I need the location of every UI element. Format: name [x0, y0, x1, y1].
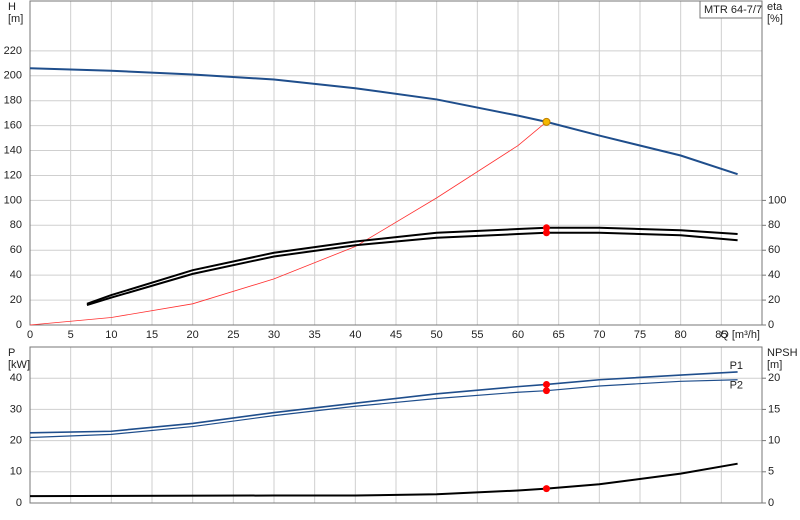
duty-point: [542, 380, 550, 388]
chart-title: MTR 64-7/7: [704, 4, 762, 16]
y2-axis-unit: [m]: [767, 359, 782, 371]
y-tick-label: 10: [10, 466, 22, 478]
x-tick-label: 85: [715, 329, 727, 341]
y2-tick-label: 20: [768, 294, 780, 306]
duty-point: [542, 224, 550, 232]
y2-axis-unit: [%]: [767, 13, 783, 25]
series-line: [29, 379, 738, 439]
x-tick-label: 45: [390, 329, 402, 341]
y-tick-label: 120: [4, 169, 22, 181]
y-tick-label: 0: [16, 319, 22, 331]
x-tick-label: 80: [675, 329, 687, 341]
y-tick-label: 30: [10, 403, 22, 415]
y2-tick-label: 80: [768, 219, 780, 231]
plot-frame: [29, 0, 763, 326]
duty-point: [542, 229, 550, 237]
series-label: P1: [730, 360, 743, 372]
duty-point: [542, 387, 550, 395]
x-axis-label: Q [m³/h]: [720, 329, 760, 341]
series-line: [29, 462, 738, 498]
y-tick-label: 160: [4, 120, 22, 132]
y-tick-label: 140: [4, 144, 22, 156]
y-tick-label: 40: [10, 269, 22, 281]
x-tick-label: 15: [146, 329, 158, 341]
x-tick-label: 0: [27, 329, 33, 341]
x-tick-label: 30: [268, 329, 280, 341]
y2-tick-label: 0: [768, 319, 774, 331]
y2-tick-label: 10: [768, 435, 780, 447]
duty-point: [542, 117, 551, 126]
y-axis-label: P: [8, 347, 15, 359]
x-tick-label: 75: [634, 329, 646, 341]
y2-tick-label: 0: [768, 497, 774, 509]
x-tick-label: 35: [309, 329, 321, 341]
y2-tick-label: 20: [768, 372, 780, 384]
y-tick-label: 20: [10, 294, 22, 306]
x-tick-label: 10: [105, 329, 117, 341]
x-tick-label: 55: [471, 329, 483, 341]
y-axis-unit: [m]: [8, 13, 23, 25]
duty-point: [542, 485, 550, 493]
y2-tick-label: 40: [768, 269, 780, 281]
y2-tick-label: 15: [768, 403, 780, 415]
x-tick-label: 25: [227, 329, 239, 341]
x-tick-label: 50: [431, 329, 443, 341]
y2-tick-label: 60: [768, 244, 780, 256]
y2-axis-label: eta: [767, 1, 783, 13]
y-tick-label: 60: [10, 244, 22, 256]
y2-tick-label: 100: [768, 194, 786, 206]
plot-frame: [29, 346, 763, 504]
title-box: [699, 0, 763, 19]
x-tick-label: 20: [187, 329, 199, 341]
y-axis-unit: [kW]: [8, 359, 30, 371]
x-tick-label: 60: [512, 329, 524, 341]
y2-tick-label: 5: [768, 466, 774, 478]
series-label: P2: [730, 380, 743, 392]
y-tick-label: 200: [4, 70, 22, 82]
series-line: [29, 67, 738, 176]
y-tick-label: 20: [10, 435, 22, 447]
series-line: [86, 226, 738, 305]
x-tick-label: 65: [553, 329, 565, 341]
y-tick-label: 40: [10, 372, 22, 384]
y-axis-label: H: [8, 1, 16, 13]
y-tick-label: 0: [16, 497, 22, 509]
series-line: [86, 231, 738, 307]
y2-axis-label: NPSH: [767, 347, 798, 359]
x-tick-label: 40: [349, 329, 361, 341]
x-tick-label: 5: [68, 329, 74, 341]
x-tick-label: 70: [593, 329, 605, 341]
series-line: [29, 121, 547, 326]
y-tick-label: 80: [10, 219, 22, 231]
y-tick-label: 100: [4, 194, 22, 206]
y-tick-label: 180: [4, 95, 22, 107]
y-tick-label: 220: [4, 45, 22, 57]
series-line: [29, 371, 738, 434]
